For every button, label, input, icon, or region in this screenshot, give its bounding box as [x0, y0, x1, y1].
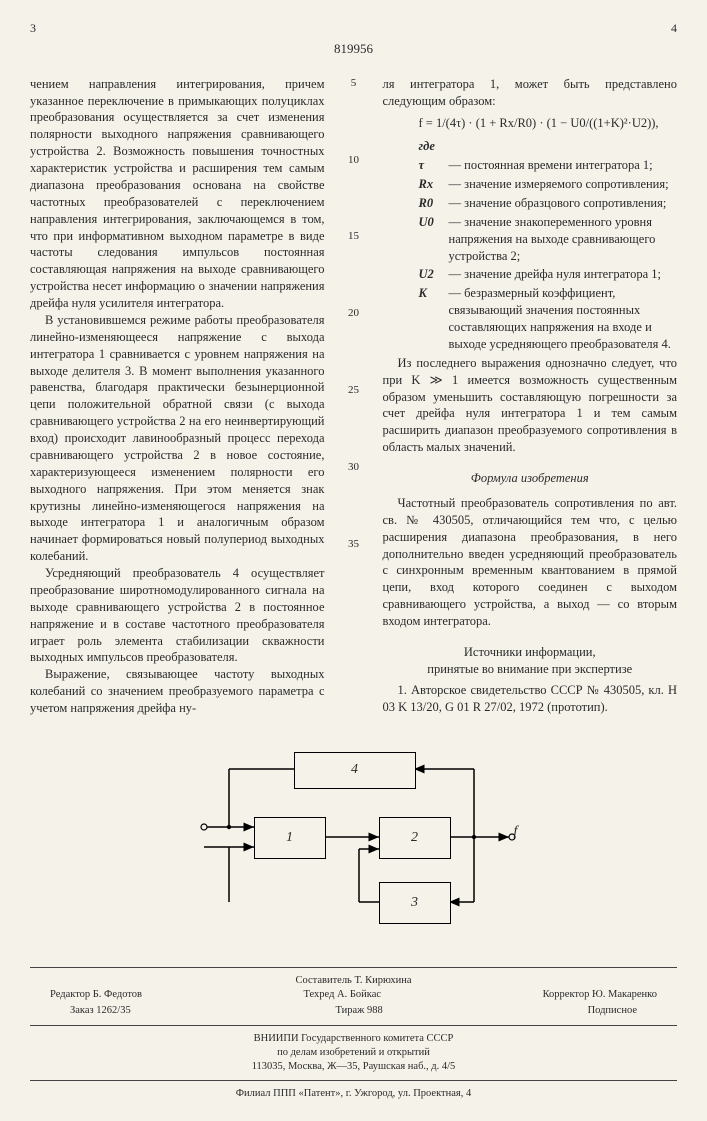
var-desc: — значение измеряемого сопротивления; [449, 176, 678, 193]
p2: В установившемся режиме работы преобразо… [30, 312, 325, 565]
ln: 30 [345, 460, 363, 475]
node-3: 3 [379, 882, 451, 924]
node-1: 1 [254, 817, 326, 859]
ln: 25 [345, 383, 363, 398]
line-numbers: 5 10 15 20 25 30 35 [345, 76, 363, 717]
org: ВНИИПИ Государственного комитета СССР по… [30, 1032, 677, 1075]
intro: ля интегратора 1, может быть представлен… [383, 76, 678, 110]
var-sym: R0 [419, 195, 449, 212]
corrector: Корректор Ю. Макаренко [543, 988, 657, 1002]
sources: 1. Авторское свидетельство СССР № 430505… [383, 682, 678, 716]
var-sym: K [419, 285, 449, 353]
p-right-1: Из последнего выражения однозначно следу… [383, 355, 678, 456]
claim-title: Формула изобретения [383, 470, 678, 487]
tirage: Тираж 988 [335, 1004, 382, 1018]
formula: f = 1/(4τ) · (1 + Rx/R0) · (1 − U0/((1+K… [419, 115, 678, 132]
var-list: где τ— постоянная времени интегратора 1;… [419, 138, 678, 353]
var-desc: — значение дрейфа нуля интегратора 1; [449, 266, 678, 283]
var-sym: τ [419, 157, 449, 174]
var-sym: U0 [419, 214, 449, 265]
ln: 15 [345, 229, 363, 244]
footer: Составитель Т. Кирюхина Редактор Б. Федо… [30, 967, 677, 1101]
ln: 35 [345, 537, 363, 552]
var-desc: — значение образцового сопротивления; [449, 195, 678, 212]
var-desc: — значение знакопеременного уровня напря… [449, 214, 678, 265]
where: где [419, 138, 449, 155]
tech: Техред А. Бойкас [304, 988, 382, 1002]
sources-title: Источники информации, принятые во вниман… [383, 644, 678, 678]
page-right: 4 [671, 20, 677, 36]
output-f-label: f [514, 823, 518, 842]
column-left: чением направления интегрирования, приче… [30, 76, 325, 717]
var-sym: Rx [419, 176, 449, 193]
node-2: 2 [379, 817, 451, 859]
ln: 5 [345, 76, 363, 91]
ln: 20 [345, 306, 363, 321]
order: Заказ 1262/35 [70, 1004, 131, 1018]
var-desc: — безразмерный коэффициент, связывающий … [449, 285, 678, 353]
editor: Редактор Б. Федотов [50, 988, 142, 1002]
doc-number: 819956 [30, 40, 677, 58]
p4: Выражение, связывающее частоту выходных … [30, 666, 325, 717]
block-diagram: 1 2 3 4 f [174, 737, 534, 937]
node-4: 4 [294, 752, 416, 789]
subscription: Подписное [588, 1004, 637, 1018]
filial: Филиал ППП «Патент», г. Ужгород, ул. Про… [30, 1087, 677, 1101]
var-sym: U2 [419, 266, 449, 283]
p1: чением направления интегрирования, приче… [30, 76, 325, 312]
claim: Частотный преобразователь сопротивления … [383, 495, 678, 630]
p3: Усредняющий преобразователь 4 осуществля… [30, 565, 325, 666]
ln: 10 [345, 153, 363, 168]
page-left: 3 [30, 20, 36, 36]
var-desc: — постоянная времени интегратора 1; [449, 157, 678, 174]
compiler: Составитель Т. Кирюхина [30, 974, 677, 988]
column-right: ля интегратора 1, может быть представлен… [383, 76, 678, 717]
